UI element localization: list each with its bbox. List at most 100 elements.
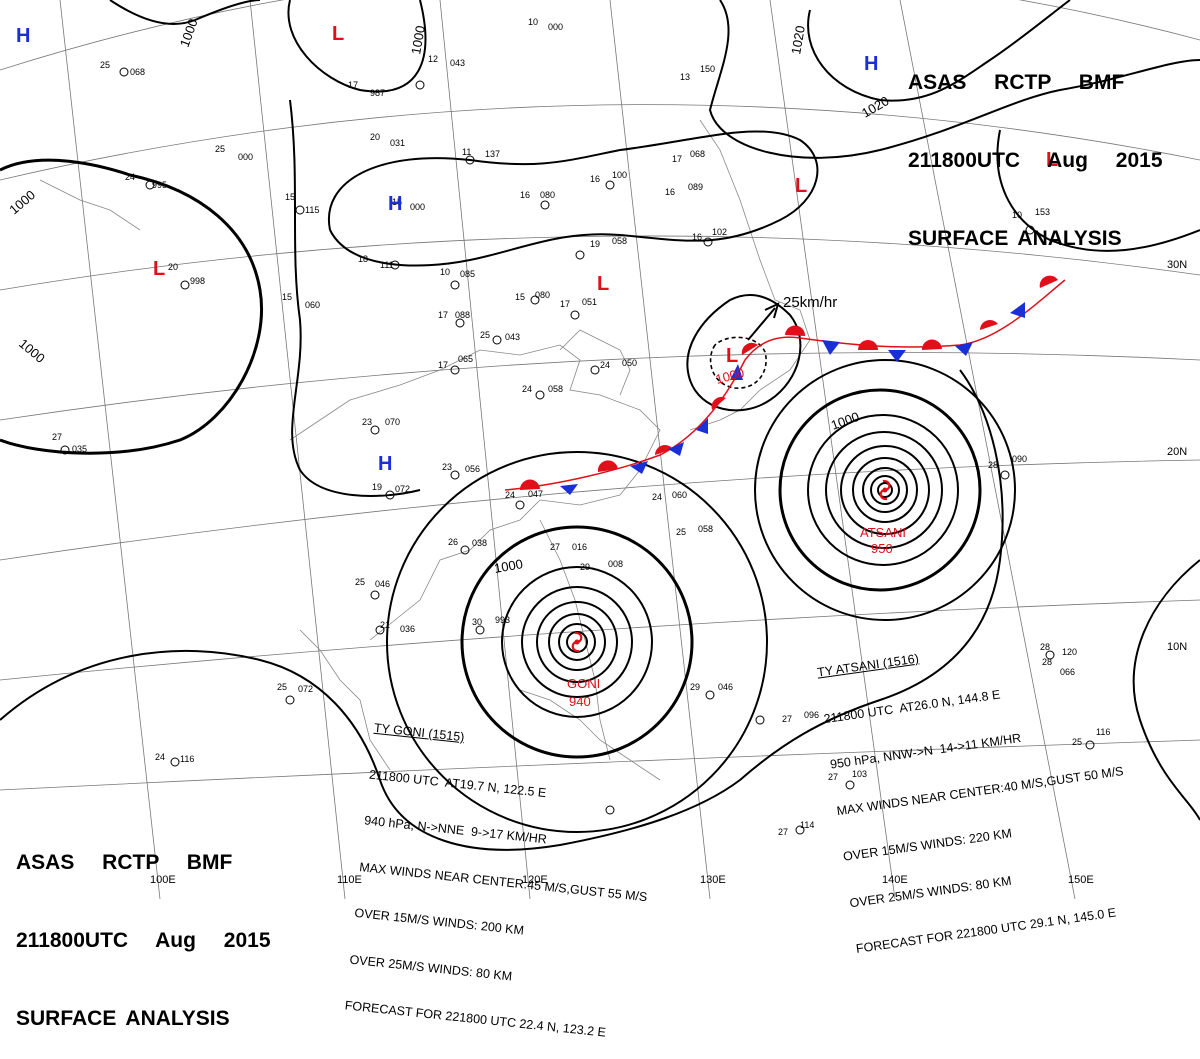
station-temp: 25 (100, 60, 110, 70)
station-pressure: 046 (718, 682, 733, 692)
station-temp: 27 (828, 772, 838, 782)
weather-map: 1000 1000 1000 1000 1000 1020 1020 1000 (0, 0, 1200, 899)
station-pressure: 120 (1062, 647, 1077, 657)
header-bottom-left: ASAS RCTP BMF 211800UTC Aug 2015 SURFACE… (16, 798, 271, 1058)
station-temp: 20 (168, 262, 178, 272)
station-pressure: 993 (495, 615, 510, 625)
station-temp: 23 (362, 417, 372, 427)
lat-label: 20N (1167, 446, 1187, 458)
station-pressure: 998 (190, 276, 205, 286)
typhoon-symbols (571, 479, 891, 653)
atsani-line: OVER 25M/S WINDS: 80 KM (848, 873, 1013, 910)
station-temp: 26 (448, 537, 458, 547)
goni-line: 211800 UTC AT19.7 N, 122.5 E (368, 767, 548, 800)
station-pressure: 043 (450, 58, 465, 68)
station-temp: 19 (372, 482, 382, 492)
station-pressure: 116 (180, 754, 194, 764)
lon-label: 120E (522, 874, 548, 886)
atsani-line: MAX WINDS NEAR CENTER:40 M/S,GUST 50 M/S (835, 763, 1125, 818)
station-pressure: 000 (548, 22, 563, 32)
station-pressure: 016 (572, 542, 587, 552)
station-temp: 24 (125, 172, 135, 182)
station-pressure: 036 (400, 624, 415, 634)
station-temp: 30 (472, 617, 482, 627)
station-temp: 24 (652, 492, 662, 502)
lon-label: 150E (1068, 874, 1094, 886)
lat-label: 30N (1167, 259, 1187, 271)
station-temp: 13 (680, 72, 690, 82)
low-center: L (1046, 149, 1058, 171)
atsani-line: OVER 15M/S WINDS: 220 KM (842, 826, 1013, 864)
station-pressure: 072 (395, 484, 410, 494)
isobar-label: 1000 (829, 409, 861, 433)
station-pressure: 060 (305, 300, 320, 310)
station-pressure: 047 (528, 489, 543, 499)
typhoon-goni-icon (571, 631, 583, 653)
station-temp: 16 (692, 232, 702, 242)
station-pressure: 056 (465, 464, 480, 474)
coastlines (39, 119, 811, 781)
low-center: L (597, 273, 609, 295)
header-line-3: SURFACE ANALYSIS (16, 1007, 230, 1030)
station-temp: 24 (522, 384, 532, 394)
station-pressure: 150 (700, 64, 715, 74)
low-center: L (153, 258, 165, 280)
station-temp: 24 (600, 360, 610, 370)
grid-labels: 30N 20N 10N 100E 110E 120E 130E 140E 150… (150, 259, 1187, 886)
station-temp: 17 (672, 154, 682, 164)
station-pressure: 114 (800, 820, 814, 830)
station-temp: 16 (520, 190, 530, 200)
station-temp: 17 (560, 299, 570, 309)
station-temp: 25 (480, 330, 490, 340)
header-top-right: ASAS RCTP BMF 211800UTC Aug 2015 SURFACE… (908, 18, 1163, 278)
station-temp: 25 (277, 682, 287, 692)
motion-label: 25km/hr (783, 294, 837, 311)
station-temp: 20 (370, 132, 380, 142)
header-line-2: 211800UTC Aug 2015 (16, 929, 271, 952)
goni-advisory: TY GONI (1515) 211800 UTC AT19.7 N, 122.… (342, 690, 665, 1059)
station-temp: 29 (580, 562, 590, 572)
station-pressure: 115 (305, 205, 319, 215)
station-pressure: 070 (385, 417, 400, 427)
station-temp: 17 (438, 310, 448, 320)
isobar-label: 1000 (6, 187, 38, 217)
station-temp: 28 (1042, 657, 1052, 667)
low-center: L (726, 345, 738, 367)
station-temp: 17 (438, 360, 448, 370)
station-pressure: 068 (130, 67, 145, 77)
station-temp: 12 (428, 54, 438, 64)
storm-labels: ATSANI 950 GONI 940 1000 (567, 365, 906, 709)
station-pressure: 068 (690, 149, 705, 159)
station-pressure: 100 (612, 170, 627, 180)
station-temp: 15 (515, 292, 525, 302)
station-pressure: 080 (540, 190, 555, 200)
station-pressure: 096 (804, 710, 819, 720)
station-temp: 17 (348, 80, 358, 90)
station-temp: 29 (690, 682, 700, 692)
isobar-label: 1000 (177, 17, 201, 49)
station-pressure: 031 (390, 138, 405, 148)
atsani-line: 211800 UTC AT26.0 N, 144.8 E (822, 686, 1002, 726)
lon-label: 130E (700, 874, 726, 886)
station-pressure: 066 (1060, 667, 1075, 677)
station-temp: 24 (155, 752, 165, 762)
station-pressure: 058 (548, 384, 563, 394)
station-pressure: 080 (535, 290, 550, 300)
header-line-1: ASAS RCTP BMF (908, 71, 1125, 94)
station-pressure: 065 (458, 354, 473, 364)
lon-label: 140E (882, 874, 908, 886)
station-pressure: 058 (698, 524, 713, 534)
station-temp: 27 (778, 827, 788, 837)
typhoon-atsani-icon (879, 479, 891, 501)
station-symbols (60, 67, 1095, 835)
station-temp: 10 (528, 17, 538, 27)
station-pressure: 995 (152, 180, 167, 190)
header-line-3: SURFACE ANALYSIS (908, 227, 1122, 250)
station-pressure: 987 (370, 88, 385, 98)
station-pressure: 051 (582, 297, 597, 307)
station-pressure: 088 (455, 310, 470, 320)
station-pressure: 038 (472, 538, 487, 548)
header-line-1: ASAS RCTP BMF (16, 851, 233, 874)
station-pressure: 046 (375, 579, 390, 589)
